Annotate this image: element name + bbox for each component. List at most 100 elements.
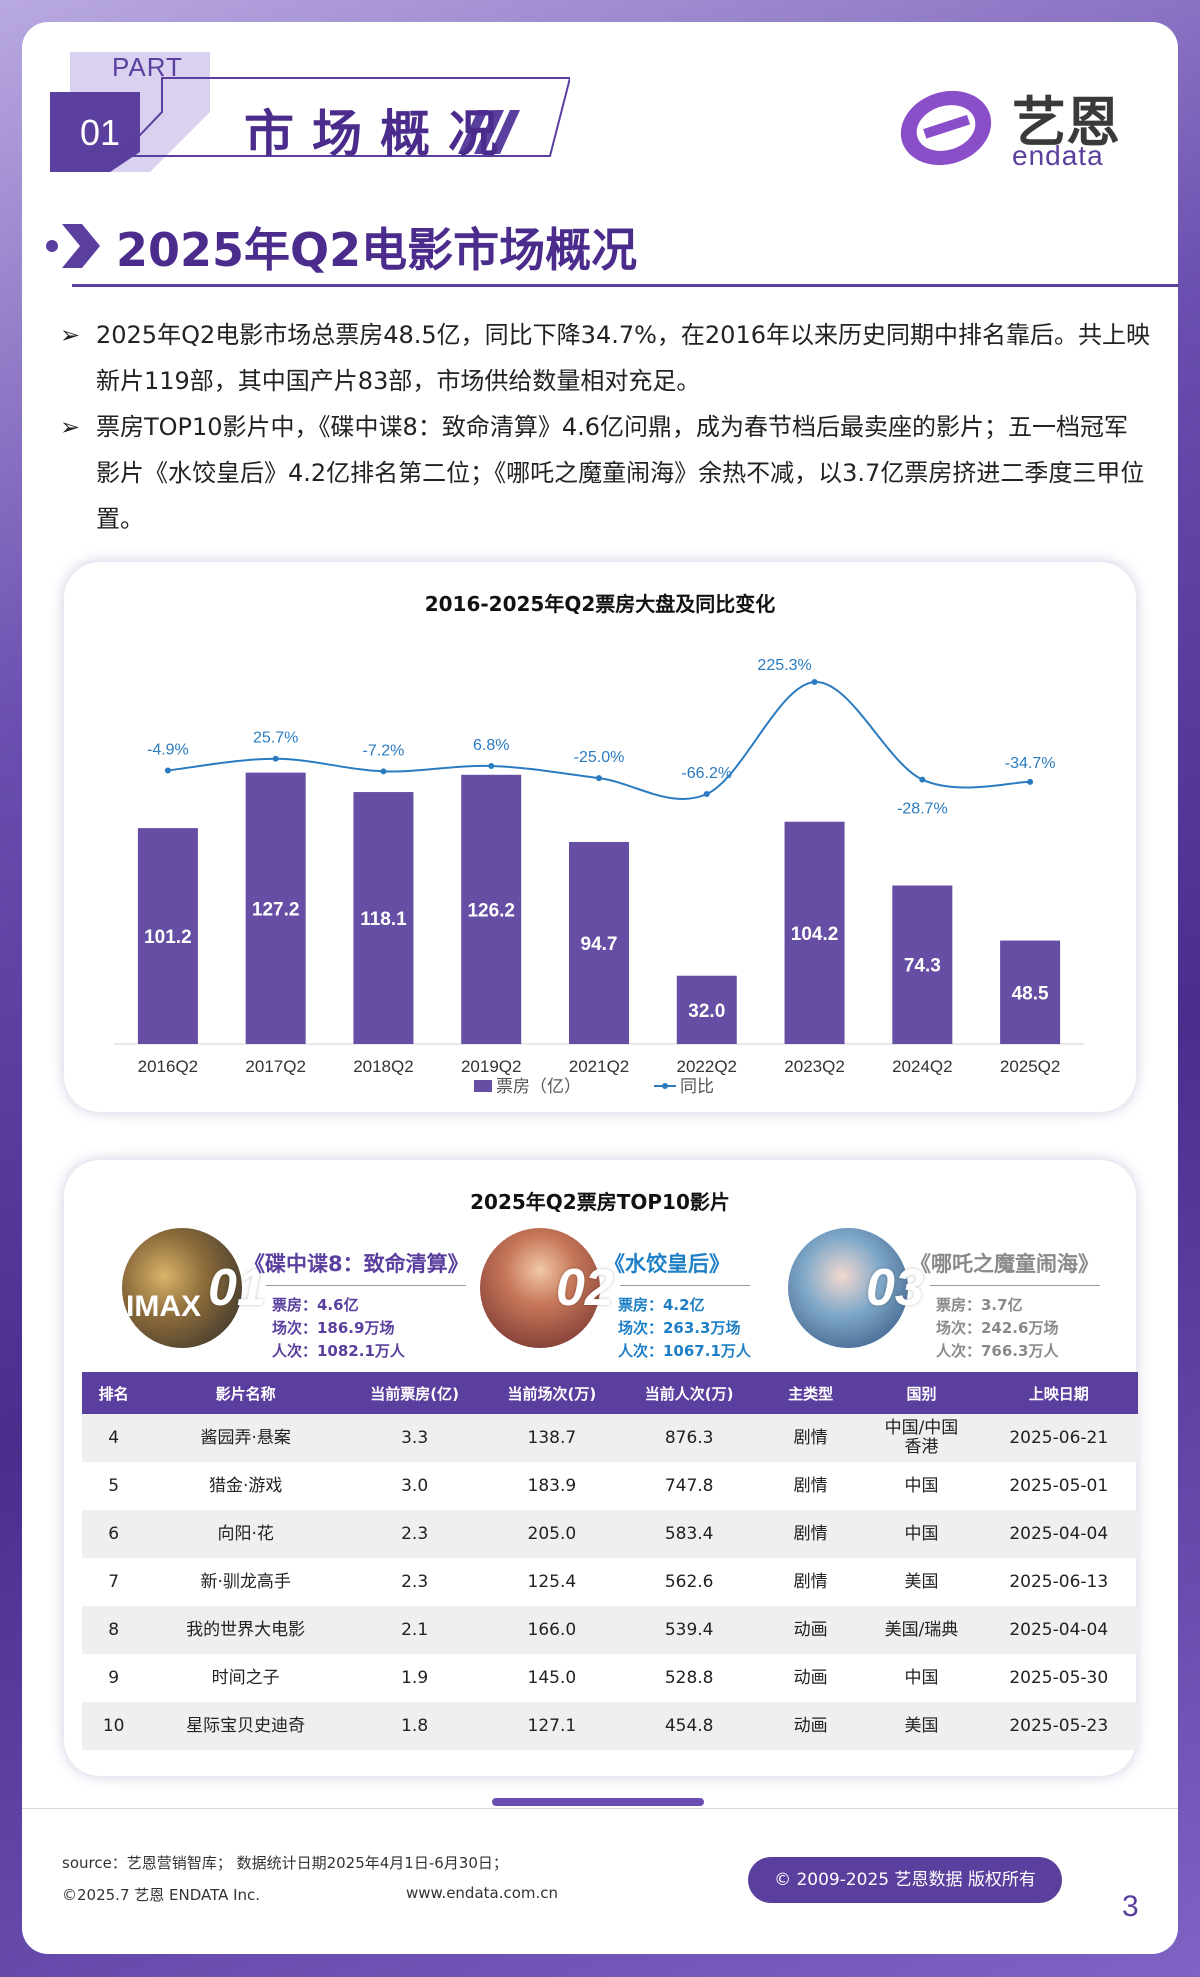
cell-rank: 4: [82, 1414, 146, 1462]
yoy-label: 25.7%: [253, 730, 298, 747]
cell-rank: 8: [82, 1606, 146, 1654]
chevron-title-icon: [46, 224, 100, 268]
stat-admissions: 人次：1067.1万人: [618, 1342, 751, 1360]
bar-value-label: 101.2: [144, 927, 192, 948]
yoy-label: 6.8%: [473, 737, 509, 754]
stat-box-office: 票房：3.7亿: [936, 1296, 1023, 1314]
cell-release-date: 2025-04-04: [979, 1606, 1138, 1654]
cell-rank: 9: [108, 1667, 120, 1688]
bar: [1000, 940, 1061, 1044]
yoy-label: -28.7%: [897, 801, 948, 818]
cell-admissions: 562.6: [664, 1571, 714, 1592]
stat-box-office: 票房：4.2亿: [618, 1296, 705, 1314]
yoy-point: [596, 775, 602, 782]
bullet-item: ➢ 2025年Q2电影市场总票房48.5亿，同比下降34.7%，在2016年以来…: [60, 312, 1150, 404]
film-name: 《哪吒之魔童闹海》: [910, 1252, 1099, 1276]
x-tick-label: 2024Q2: [892, 1057, 953, 1076]
chart-panel: 2016-2025年Q2票房大盘及同比变化 101.2 2016Q2 127.2 20…: [64, 562, 1136, 1112]
x-tick-label: 2018Q2: [353, 1057, 414, 1076]
bullet-text: 2025年Q2电影市场总票房48.5亿，同比下降34.7%，在2016年以来历史…: [96, 321, 1150, 395]
bar: [137, 828, 198, 1044]
bar-value-label: 48.5: [1012, 983, 1049, 1004]
cell-country: 中国: [904, 1667, 939, 1688]
x-tick-label: 2023Q2: [784, 1057, 845, 1076]
bar-value-label: 94.7: [581, 934, 618, 955]
yoy-label: -25.0%: [574, 749, 625, 766]
table-row: 10 星际宝贝史迪奇 1.8 127.1 454.8 动画 美国 2025-05…: [82, 1702, 1138, 1750]
bar: [892, 885, 953, 1044]
stat-admissions: 人次：766.3万人: [936, 1342, 1059, 1360]
cell-admissions: 876.3: [620, 1414, 758, 1462]
x-tick-label: 2022Q2: [677, 1057, 738, 1076]
legend-line-label: 同比: [680, 1077, 714, 1097]
bar: [784, 821, 845, 1044]
yoy-label: -7.2%: [363, 742, 405, 759]
cell-box-office: 3.3: [345, 1414, 484, 1462]
cell-genre: 剧情: [757, 1414, 864, 1462]
table-row: 8 我的世界大电影 2.1 166.0 539.4 动画 美国/瑞典 2025-…: [82, 1606, 1138, 1654]
bar-value-label: 32.0: [688, 1001, 725, 1022]
yoy-label: 225.3%: [757, 657, 811, 674]
poster-imax-label: IMAX: [126, 1290, 201, 1323]
cell-release-date: 2025-05-01: [1009, 1475, 1109, 1496]
part-tab-shape: [50, 52, 570, 172]
legend-bar-label: 票房（亿）: [496, 1077, 581, 1097]
cell-genre: 剧情: [793, 1475, 828, 1496]
footer-website[interactable]: www.endata.com.cn: [406, 1884, 559, 1902]
rank-number: 03: [866, 1259, 924, 1317]
rank-number: 01: [208, 1259, 266, 1317]
cell-film: 猎金·游戏: [208, 1475, 283, 1496]
bullet-arrow-icon: ➢: [60, 413, 81, 441]
main-title: 2025年Q2电影市场概况: [116, 223, 638, 277]
bar-value-label: 104.2: [791, 924, 839, 945]
bullet-item: ➢ 票房TOP10影片中，《碟中谍8：致命清算》4.6亿问鼎，成为春节档后最卖座…: [60, 404, 1150, 542]
name-divider: [930, 1285, 1100, 1286]
section-title: 市场概况: [244, 105, 516, 163]
cell-country: 美国: [863, 1702, 980, 1750]
cell-genre: 动画: [793, 1667, 828, 1688]
cell-film: 酱园弄·悬案: [145, 1414, 346, 1462]
stat-admissions: 人次：1082.1万人: [272, 1342, 405, 1360]
column-header: 当前票房(亿): [345, 1372, 484, 1414]
poster-image-2: [480, 1228, 600, 1348]
bar: [245, 772, 306, 1044]
cell-box-office: 2.3: [401, 1571, 429, 1592]
cell-rank: 6: [82, 1510, 146, 1558]
cell-genre: 动画: [757, 1702, 864, 1750]
column-header: 国别: [863, 1372, 980, 1414]
top10-panel: 2025年Q2票房TOP10影片: [64, 1160, 1136, 1776]
cell-box-office: 3.0: [401, 1475, 429, 1496]
column-header: 当前人次(万): [620, 1372, 758, 1414]
yoy-label: -4.9%: [147, 741, 189, 758]
bar-value-label: 118.1: [360, 909, 407, 930]
legend-line-marker: [662, 1083, 668, 1089]
box-office-chart: 101.2 2016Q2 127.2 2017Q2 118.1 2018Q2 126.2 20…: [114, 657, 1084, 1097]
yoy-label: -34.7%: [1005, 755, 1056, 772]
bar-value-label: 127.2: [252, 899, 300, 920]
bullet-text: 票房TOP10影片中，《碟中谍8：致命清算》4.6亿问鼎，成为春节档后最卖座的影…: [96, 413, 1145, 533]
yoy-point: [380, 768, 387, 775]
yoy-point: [1027, 778, 1034, 785]
cell-box-office: 1.9: [401, 1667, 429, 1688]
cell-box-office: 2.1: [345, 1606, 484, 1654]
film-name: 《水饺皇后》: [604, 1252, 730, 1276]
cell-screenings: 145.0: [527, 1667, 577, 1688]
cell-genre: 动画: [757, 1606, 864, 1654]
summary-bullets: ➢ 2025年Q2电影市场总票房48.5亿，同比下降34.7%，在2016年以来…: [60, 312, 1150, 542]
cell-release-date: 2025-06-21: [979, 1414, 1138, 1462]
logo-chinese: 艺恩: [1012, 91, 1120, 154]
name-divider: [620, 1285, 750, 1286]
cell-screenings: 166.0: [483, 1606, 621, 1654]
chart-title: 2016-2025年Q2票房大盘及同比变化: [424, 592, 776, 616]
bar-value-label: 74.3: [904, 956, 941, 977]
x-tick-label: 2019Q2: [461, 1057, 522, 1076]
x-tick-label: 2025Q2: [1000, 1057, 1061, 1076]
cell-genre: 剧情: [757, 1510, 864, 1558]
yoy-point: [703, 791, 710, 797]
logo-english: endata: [1012, 140, 1104, 171]
cell-admissions: 528.8: [664, 1667, 714, 1688]
cell-film: 星际宝贝史迪奇: [145, 1702, 346, 1750]
cell-screenings: 125.4: [527, 1571, 577, 1592]
table-row: 4 酱园弄·悬案 3.3 138.7 876.3 剧情 中国/中国香港 2025…: [82, 1414, 1138, 1462]
cell-admissions: 539.4: [620, 1606, 758, 1654]
